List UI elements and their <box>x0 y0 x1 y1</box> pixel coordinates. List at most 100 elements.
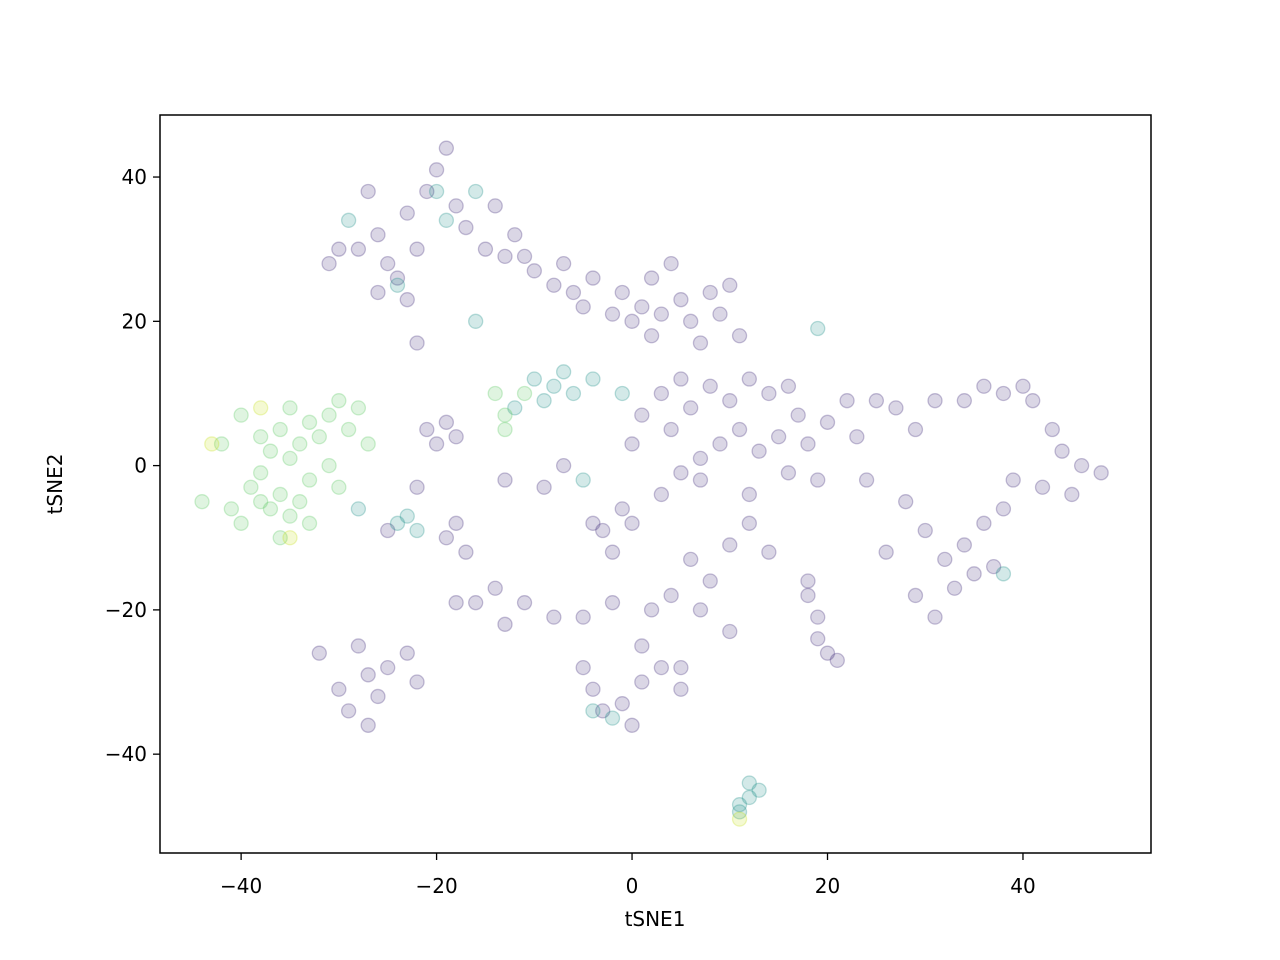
scatter-point <box>761 385 777 402</box>
scatter-point <box>428 162 445 178</box>
scatter-point <box>409 241 425 257</box>
scatter-point <box>253 465 269 481</box>
scatter-point <box>673 292 689 308</box>
scatter-point <box>692 602 709 618</box>
scatter-point <box>331 681 347 697</box>
scatter-point <box>516 595 533 611</box>
scatter-point <box>536 393 552 409</box>
scatter-point <box>516 385 533 402</box>
scatter-point <box>253 429 269 445</box>
scatter-point <box>585 515 601 531</box>
scatter-point <box>321 407 337 423</box>
scatter-point <box>976 515 992 531</box>
scatter-point <box>722 537 738 553</box>
scatter-point <box>643 270 660 286</box>
scatter-point <box>468 595 484 611</box>
scatter-point <box>810 320 826 337</box>
scatter-point <box>780 378 797 394</box>
scatter-point <box>604 544 621 560</box>
scatter-point <box>790 407 806 423</box>
scatter-point <box>438 414 455 430</box>
y-axis-label: tSNE2 <box>43 454 67 515</box>
scatter-point <box>956 393 972 409</box>
scatter-point <box>702 378 718 394</box>
y-tick-label: 20 <box>122 309 147 333</box>
scatter-point <box>438 530 455 546</box>
scatter-point <box>546 609 562 625</box>
scatter-point <box>233 515 249 531</box>
scatter-point <box>301 414 318 430</box>
scatter-point <box>751 443 767 459</box>
scatter-point <box>751 782 767 798</box>
scatter-point <box>741 775 757 791</box>
scatter-point <box>204 436 220 452</box>
scatter-point <box>858 472 875 488</box>
scatter-point <box>731 811 748 827</box>
x-tick-label: 0 <box>626 874 639 898</box>
scatter-point <box>565 385 582 402</box>
scatter-point <box>624 436 640 452</box>
scatter-point <box>1025 393 1041 409</box>
x-tick-label: 40 <box>1010 874 1035 898</box>
scatter-point <box>741 515 757 531</box>
scatter-point <box>956 537 972 553</box>
scatter-point <box>331 393 347 409</box>
scatter-point <box>301 515 318 531</box>
scatter-point <box>1034 479 1051 495</box>
scatter-point <box>819 414 836 430</box>
scatter-point <box>389 270 406 286</box>
scatter-point <box>1005 472 1021 488</box>
scatter-point <box>741 486 757 503</box>
scatter-point <box>722 623 738 640</box>
scatter-point <box>536 479 552 495</box>
scatter-point <box>810 472 826 488</box>
scatter-point <box>663 421 679 438</box>
scatter-point <box>927 609 943 625</box>
scatter-point <box>800 436 816 452</box>
scatter-point <box>624 313 640 329</box>
scatter-point <box>692 450 709 467</box>
scatter-point <box>673 465 689 481</box>
scatter-point <box>585 270 601 286</box>
scatter-point <box>741 371 757 387</box>
scatter-point <box>986 558 1002 575</box>
scatter-point <box>321 255 337 272</box>
scatter-point <box>243 479 259 495</box>
scatter-point <box>458 544 474 560</box>
scatter-point <box>487 580 503 596</box>
scatter-point <box>683 313 699 329</box>
scatter-point <box>780 465 797 481</box>
scatter-point <box>448 429 464 445</box>
scatter-point <box>213 436 230 452</box>
scatter-point <box>399 205 415 221</box>
scatter-point <box>731 797 748 813</box>
scatter-point <box>946 580 963 596</box>
scatter-point <box>712 436 728 452</box>
scatter-point <box>810 609 826 625</box>
scatter-point <box>702 284 718 301</box>
scatter-point <box>311 645 327 661</box>
plot-frame <box>159 114 1152 854</box>
scatter-point <box>741 789 757 806</box>
scatter-point <box>1073 457 1090 474</box>
scatter-point <box>546 277 562 293</box>
scatter-point <box>614 501 630 517</box>
scatter-point <box>350 638 367 654</box>
scatter-point <box>761 544 777 560</box>
scatter-point <box>653 385 670 402</box>
scatter-point <box>428 436 445 452</box>
scatter-point <box>1054 443 1070 459</box>
scatter-point <box>995 566 1012 582</box>
scatter-point <box>331 241 347 257</box>
scatter-point <box>282 508 298 524</box>
scatter-point <box>311 429 327 445</box>
scatter-point <box>731 804 748 820</box>
scatter-point <box>419 421 435 438</box>
scatter-point <box>624 515 640 531</box>
scatter-point <box>526 371 542 387</box>
scatter-point <box>839 393 855 409</box>
scatter-point <box>526 263 542 279</box>
scatter-point <box>878 544 894 560</box>
scatter-point <box>389 277 406 293</box>
scatter-point <box>438 140 455 156</box>
